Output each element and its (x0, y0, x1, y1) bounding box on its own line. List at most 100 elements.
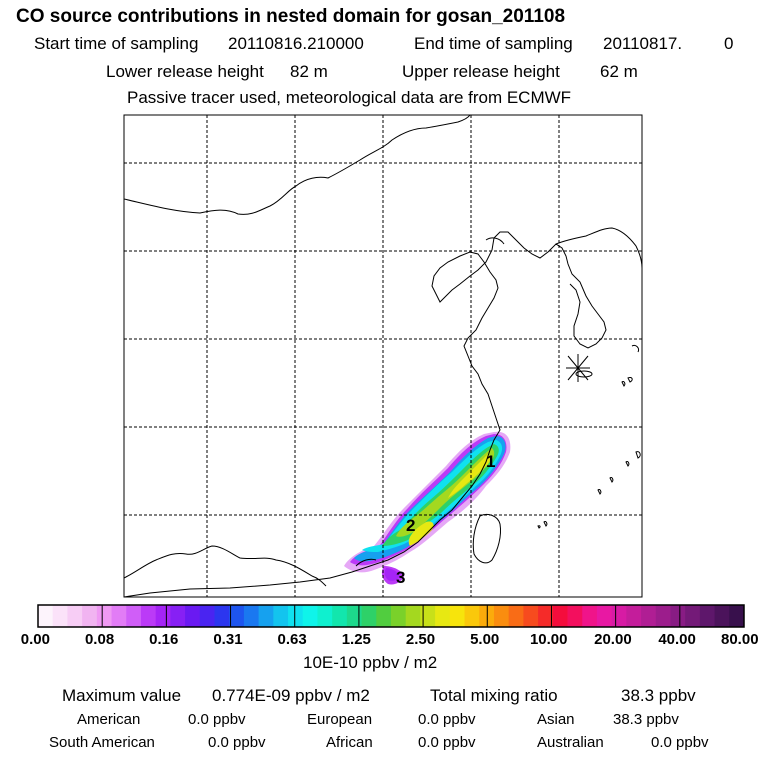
region-value-asian: 38.3 ppbv (613, 711, 679, 728)
colorbar-cell (332, 605, 348, 627)
tracer-note: Passive tracer used, meteorological data… (127, 88, 572, 107)
region-name-african: African (326, 734, 373, 751)
colorbar-cell (508, 605, 524, 627)
region-value-australian: 0.0 ppbv (651, 734, 709, 751)
plume-marker-1: 1 (486, 452, 495, 471)
grid-lines (124, 115, 642, 597)
colorbar-cell (82, 605, 98, 627)
colorbar (38, 605, 745, 627)
region-value-american: 0.0 ppbv (188, 711, 246, 728)
colorbar-cell (273, 605, 289, 627)
region-name-australian: Australian (537, 734, 604, 751)
colorbar-cell (243, 605, 260, 627)
max-value: 0.774E-09 ppbv / m2 (212, 686, 370, 705)
colorbar-cell (626, 605, 642, 627)
lower-release-value: 82 m (290, 62, 328, 81)
colorbar-cell (302, 605, 318, 627)
colorbar-tick-label: 0.31 (213, 631, 243, 648)
colorbar-unit: 10E-10 ppbv / m2 (303, 653, 438, 672)
region-name-south-american: South American (49, 734, 155, 751)
plume-marker-2: 2 (406, 516, 415, 535)
colorbar-cell (582, 605, 598, 627)
total-mixing-label: Total mixing ratio (430, 686, 558, 705)
region-name-european: European (307, 711, 373, 728)
colorbar-cell (611, 605, 627, 627)
colorbar-cell (449, 605, 466, 627)
colorbar-cell (199, 605, 215, 627)
colorbar-tick-label: 0.08 (84, 631, 115, 648)
colorbar-tick-label: 0.00 (20, 631, 50, 648)
colorbar-cell (493, 605, 510, 627)
colorbar-frame (37, 604, 745, 628)
colorbar-cell (670, 605, 686, 627)
colorbar-cell (111, 605, 127, 627)
colorbar-cell (317, 605, 333, 627)
colorbar-tick-label: 80.00 (721, 631, 759, 648)
colorbar-cell (258, 605, 274, 627)
lower-release-label: Lower release height (106, 62, 264, 81)
max-value-label: Maximum value (62, 686, 182, 705)
colorbar-cell (140, 605, 157, 627)
colorbar-cell (38, 605, 54, 627)
colorbar-tick-label: 5.00 (470, 631, 500, 648)
colorbar-cell (96, 605, 113, 627)
region-name-american: American (77, 711, 141, 728)
upper-release-label: Upper release height (402, 62, 560, 81)
colorbar-cell (376, 605, 392, 627)
colorbar-tick-label: 10.00 (529, 631, 568, 648)
colorbar-cell (567, 605, 583, 627)
plume-marker-3: 3 (396, 568, 405, 587)
receptor-star-icon (566, 354, 590, 382)
colorbar-tick-label: 1.25 (341, 631, 371, 648)
colorbar-cell (729, 605, 745, 627)
colorbar-cell (523, 605, 539, 627)
colorbar-cell (288, 605, 304, 627)
region-value-african: 0.0 ppbv (418, 734, 476, 751)
colorbar-cell (346, 605, 363, 627)
colorbar-cell (126, 605, 142, 627)
colorbar-cell (641, 605, 657, 627)
colorbar-cell (699, 605, 716, 627)
taiwan-island (472, 513, 501, 564)
colorbar-cell (52, 605, 68, 627)
colorbar-cell (405, 605, 421, 627)
colorbar-cell (435, 605, 451, 627)
figure-title: CO source contributions in nested domain… (16, 6, 566, 27)
total-mixing-value: 38.3 ppbv (621, 686, 696, 705)
colorbar-cell (655, 605, 671, 627)
colorbar-tick-label: 40.00 (658, 631, 696, 648)
region-name-asian: Asian (537, 711, 575, 728)
colorbar-cell (391, 605, 407, 627)
colorbar-cell (155, 605, 171, 627)
colorbar-cell (170, 605, 186, 627)
region-value-south-american: 0.0 ppbv (208, 734, 266, 751)
colorbar-cell (596, 605, 613, 627)
colorbar-cell (214, 605, 230, 627)
colorbar-cell (714, 605, 730, 627)
colorbar-tick-label: 0.63 (277, 631, 307, 648)
colorbar-cell (229, 605, 245, 627)
colorbar-cell (420, 605, 436, 627)
japan-islands (537, 345, 641, 529)
colorbar-tick-label: 2.50 (405, 631, 436, 648)
start-time-label: Start time of sampling (34, 34, 199, 53)
colorbar-cell (552, 605, 568, 627)
jeju-island (575, 370, 593, 378)
colorbar-cell (685, 605, 701, 627)
region-value-european: 0.0 ppbv (418, 711, 476, 728)
colorbar-cell (538, 605, 554, 627)
colorbar-tick-label: 20.00 (594, 631, 632, 648)
colorbar-cell (464, 605, 480, 627)
coastlines (124, 115, 642, 597)
end-time-value-2: 0 (724, 34, 734, 53)
colorbar-cell (361, 605, 377, 627)
start-time-value: 20110816.210000 (228, 34, 364, 53)
colorbar-tick-label: 0.16 (149, 631, 179, 648)
upper-release-value: 62 m (600, 62, 638, 81)
colorbar-cell (185, 605, 201, 627)
end-time-value: 20110817. (603, 34, 683, 53)
end-time-label: End time of sampling (414, 34, 573, 53)
colorbar-cell (67, 605, 83, 627)
